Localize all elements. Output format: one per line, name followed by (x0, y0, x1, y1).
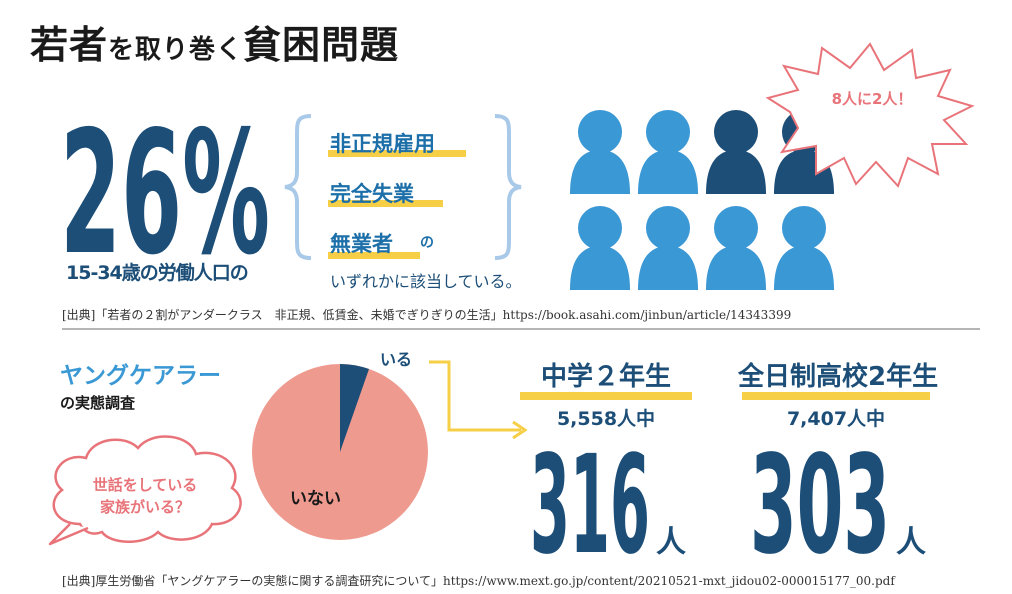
person-icon (774, 206, 834, 290)
count-unit: 人 (896, 525, 926, 560)
source-citation-2: [出典]厚生労働省「ヤングケアラーの実態に関する調査研究について」https:/… (62, 574, 895, 588)
underline-3 (328, 252, 420, 259)
question-line-1: 世話をしている (92, 476, 198, 494)
person-icon (570, 206, 630, 290)
pie-label-yes: いる (380, 350, 413, 369)
pie-label-no: いない (290, 489, 341, 509)
brace-shape (284, 114, 522, 260)
count-number: 303 (750, 428, 890, 562)
count-number: 316 (530, 428, 650, 562)
title-part2: を取り巻く (108, 35, 244, 65)
underline-2 (328, 200, 443, 207)
percent-stat: 26% (60, 102, 270, 262)
category-suffix: の (420, 235, 434, 251)
question-line-2: 家族がいる？ (99, 498, 190, 516)
category-unemployed: 完全失業 (330, 182, 414, 206)
pie-slice-yes (340, 364, 369, 452)
grade-underline-1 (520, 392, 692, 400)
young-carer-subtitle: の実態調査 (60, 394, 136, 412)
callout-text: 8人に2人！ (831, 90, 913, 108)
total-high-school: 7,407人中 (786, 408, 886, 430)
count-high-school: 303 人 (750, 428, 926, 562)
arrow-icon (429, 360, 528, 440)
pie-chart (252, 364, 428, 540)
title-part3: 貧困問題 (243, 23, 400, 67)
source-citation-1: [出典]「若者の２割がアンダークラス 非正規、低賃金、未婚でぎりぎりの生活」ht… (62, 308, 792, 322)
count-junior-high: 316 人 (530, 428, 686, 562)
grade-junior-high: 中学２年生 (540, 362, 671, 392)
burst-callout (765, 42, 975, 188)
category-jobless: 無業者 (330, 232, 393, 256)
person-icon (706, 206, 766, 290)
person-icon (638, 206, 698, 290)
question-text: 世話をしている 家族がいる？ (60, 474, 230, 518)
age-label: 15-34歳の労働人口の (66, 262, 249, 284)
title-part1: 若者 (30, 23, 109, 67)
grade-high-school: 全日制高校2年生 (738, 362, 939, 392)
page-title: 若者を取り巻く貧困問題 (30, 14, 399, 69)
person-icon-highlight (706, 110, 766, 194)
divider (62, 328, 980, 330)
total-junior-high: 5,558人中 (556, 408, 656, 430)
count-unit: 人 (656, 525, 686, 560)
person-icon (638, 110, 698, 194)
category-description: いずれかに該当している。 (330, 272, 522, 291)
grade-underline-2 (742, 392, 930, 400)
person-icon (570, 110, 630, 194)
underline-1 (328, 150, 466, 157)
percent-text: 26% (60, 102, 270, 262)
thought-bubble (48, 435, 242, 546)
young-carer-title: ヤングケアラー (60, 363, 221, 389)
category-irregular: 非正規雇用 (330, 132, 435, 156)
